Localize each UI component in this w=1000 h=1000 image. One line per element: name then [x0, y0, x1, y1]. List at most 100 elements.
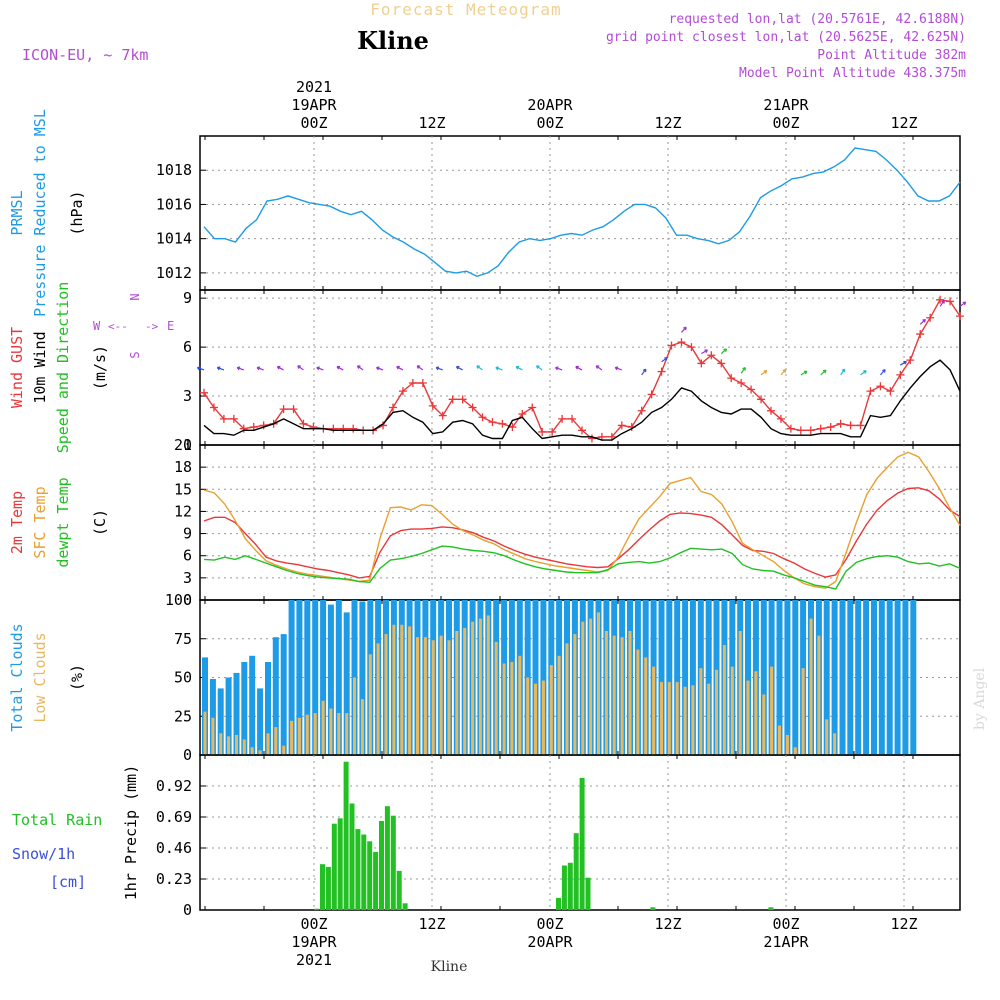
top-time-label: 12Z [654, 114, 681, 132]
watermark: by Angel [972, 667, 988, 730]
precip-bar [373, 852, 379, 910]
precip-bar [396, 870, 402, 910]
gust-point [936, 295, 945, 304]
gust-point [776, 414, 785, 423]
top-time-axis: 00Z 12Z 00Z 12Z 00Z 12Z 19APR 20APR 21APR 2021 [291, 78, 917, 132]
clouds-bar [242, 739, 246, 755]
clouds-bar [400, 624, 404, 755]
wind-direction-arrow [701, 349, 708, 355]
clouds-bar [304, 600, 311, 755]
compass-arrow-east: -> [145, 320, 159, 333]
wind-axis-label: Speed and Direction [54, 282, 72, 454]
clouds-bar [776, 600, 783, 755]
precip-bar [314, 908, 320, 910]
wind-direction-arrow [376, 366, 384, 371]
gust-point [757, 395, 766, 404]
clouds-bar [202, 657, 208, 756]
y-tick-label: 0.23 [156, 870, 192, 888]
y-tick-label: 1016 [156, 195, 192, 213]
clouds-bar [674, 600, 681, 755]
clouds-bar [359, 601, 366, 755]
wind-direction-arrow [760, 370, 768, 376]
wind-arrow-head [396, 365, 400, 370]
wind-arrow-head [962, 301, 967, 306]
top-date-label: 21APR [763, 96, 809, 114]
top-time-label: 00Z [300, 114, 327, 132]
wind-arrow-head [435, 366, 440, 371]
wind-arrow-head [356, 365, 361, 369]
wind-series-line [203, 359, 961, 441]
precip-bar [567, 862, 573, 910]
gust-point [279, 405, 288, 414]
clouds-bar [809, 618, 813, 755]
wind-direction-arrow [256, 366, 264, 371]
wind-arrow-head [216, 366, 221, 371]
clouds-bar [329, 708, 333, 755]
gust-point [647, 390, 656, 399]
gust-point [408, 379, 417, 387]
clouds-bar [225, 677, 232, 755]
gust-point [428, 401, 437, 410]
precip-axis-label: 1hr Precip (mm) [122, 765, 140, 900]
clouds-bar [699, 668, 703, 755]
clouds-bar [217, 688, 224, 756]
clouds-bar [652, 666, 656, 755]
clouds-bar [666, 600, 673, 755]
gust-point [219, 414, 228, 423]
clouds-bar [478, 618, 482, 755]
clouds-bar [855, 600, 862, 755]
wind-arrow-head [256, 366, 261, 371]
clouds-unit-label: (%) [68, 664, 86, 691]
gust-point [478, 413, 487, 422]
clouds-bar [801, 668, 805, 755]
clouds-bar [282, 745, 286, 755]
clouds-bar [211, 717, 215, 755]
wind-arrow-head [575, 365, 579, 370]
gust-point [587, 434, 596, 443]
y-tick-label: 3 [183, 387, 192, 405]
gust-point [846, 421, 855, 430]
clouds-bar [540, 600, 547, 755]
wind-direction-arrow [959, 301, 967, 307]
wind-arrow-head [535, 365, 540, 369]
gust-point [926, 313, 935, 322]
bottom-time-label: 00Z [300, 915, 327, 933]
clouds-bar [557, 655, 561, 755]
wind-arrow-head [782, 369, 787, 373]
clouds-bar [290, 720, 294, 755]
clouds-bar [549, 665, 553, 755]
clouds-bar [745, 600, 751, 755]
clouds-bar [683, 686, 687, 755]
wind-direction-arrow [297, 365, 304, 371]
y-tick-label: 0 [183, 746, 192, 764]
chart-title: Forecast Meteogram [370, 0, 561, 19]
clouds-bar [715, 669, 718, 756]
clouds-bar [376, 643, 380, 755]
gust-point [349, 424, 358, 433]
wind-arrow-head [336, 365, 341, 370]
gust-point [418, 379, 427, 387]
wind-direction-arrow [800, 370, 808, 376]
gust-point [448, 395, 457, 404]
wind-direction-arrow [939, 300, 945, 307]
clouds-bar [565, 643, 569, 755]
gust-point [697, 359, 706, 368]
precip-bar [367, 841, 373, 910]
clouds-bar [762, 694, 766, 755]
pressure-axis-label: PRMSL [8, 190, 26, 235]
wind-arrow-head [416, 365, 421, 369]
clouds-bar [778, 725, 781, 755]
clouds-bar [738, 631, 742, 755]
clouds-bar [730, 666, 734, 755]
clouds-bar [486, 615, 490, 755]
clouds-bar [689, 600, 696, 755]
wind-arrow-head [495, 366, 499, 371]
clouds-bar [392, 624, 396, 755]
precip-bar [331, 823, 337, 910]
clouds-bar [250, 747, 254, 756]
gust-point [747, 385, 756, 394]
clouds-bar [644, 657, 648, 756]
gust-point [259, 421, 268, 430]
clouds-bar [839, 600, 846, 755]
requested-coords: requested lon,lat (20.5761E, 42.6188N) [669, 12, 966, 27]
